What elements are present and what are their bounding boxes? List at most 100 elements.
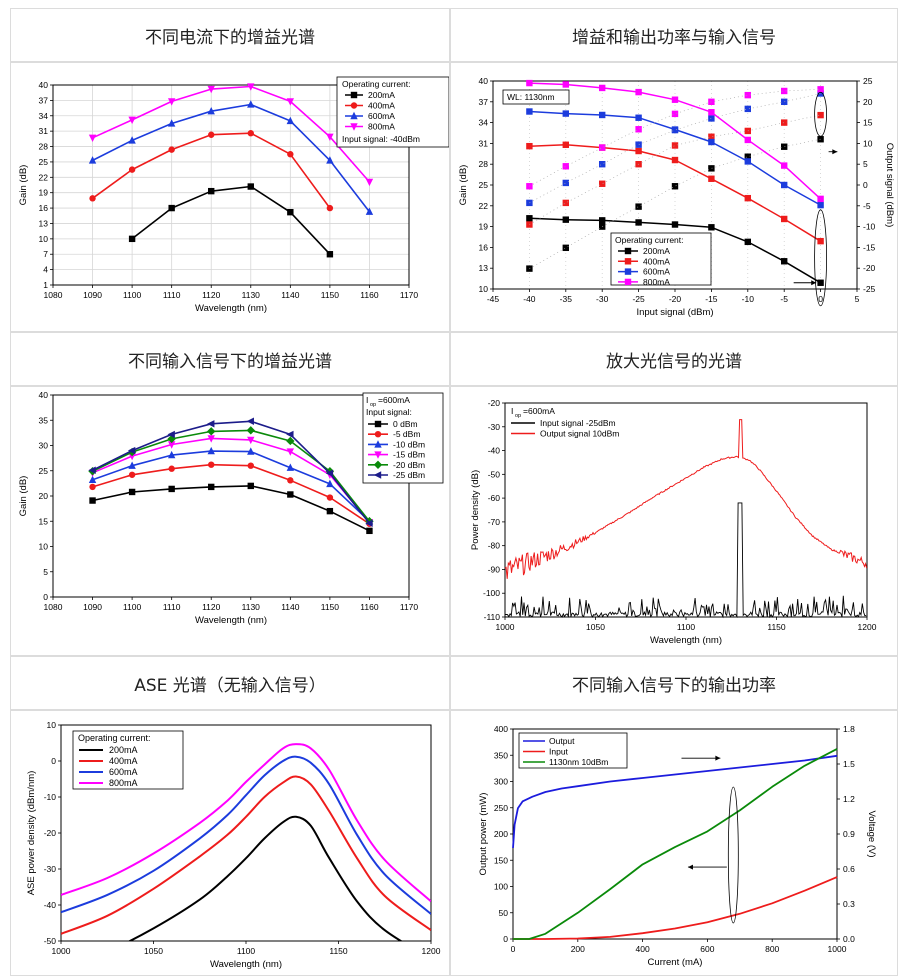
data-point — [247, 436, 255, 445]
y-tick-label: 10 — [39, 234, 49, 244]
data-point — [89, 497, 96, 504]
data-point — [207, 427, 216, 436]
gain-point — [635, 88, 642, 96]
output-point — [817, 86, 824, 93]
y-tick-label: 7 — [43, 249, 48, 259]
data-point — [207, 85, 215, 94]
y-tick-label: -20 — [488, 398, 501, 408]
gain-point — [781, 181, 788, 189]
legend-marker — [624, 258, 632, 265]
axis-arrow-head — [715, 755, 721, 761]
y-tick-label: 31 — [39, 126, 49, 136]
output-point — [708, 133, 715, 140]
series-line-200mA — [127, 815, 403, 941]
data-point — [247, 83, 255, 91]
output-point — [744, 105, 751, 113]
gain-point — [744, 136, 751, 144]
y-tick-label: 300 — [494, 777, 508, 787]
data-point — [286, 463, 295, 471]
output-point — [635, 126, 642, 133]
legend-label: 800mA — [109, 778, 138, 788]
gain-point — [671, 156, 679, 164]
output-point — [708, 165, 715, 172]
data-point — [287, 491, 294, 498]
y2-tick-label: -20 — [863, 263, 876, 273]
x-tick-label: 1120 — [202, 290, 221, 300]
data-point — [168, 146, 175, 153]
legend-marker — [373, 471, 382, 479]
series-line--10 dBm — [92, 450, 370, 522]
y-tick-label: -80 — [488, 541, 501, 551]
chart-panel-4: 1000 1050 1100 1150 1200 -110 -100 -90 -80 -70 -60… — [450, 386, 898, 656]
series-line--15 dBm — [92, 437, 371, 523]
chart-panel-6: 0 200 400 600 800 1000 0 50 100 150 200 250 300 350 40… — [450, 710, 898, 976]
data-point — [326, 494, 334, 501]
x-tick-label: 1090 — [83, 290, 102, 300]
chart-panel-1: 1080 1090 1100 1110 1120 1130 1140 1150 1160 1170… — [10, 62, 450, 332]
y-tick-label: -50 — [44, 936, 57, 946]
data-point — [287, 477, 294, 484]
data-point — [247, 130, 254, 137]
x-tick-label: 5 — [855, 294, 860, 304]
legend-label: 600mA — [368, 111, 395, 121]
legend-label: 1130nm 10dBm — [549, 757, 608, 767]
x-tick-label: 1050 — [586, 622, 605, 632]
y-tick-label: 25 — [39, 157, 49, 167]
y2-tick-label: -10 — [863, 222, 876, 232]
legend-marker — [374, 420, 382, 428]
y-tick-label: -20 — [44, 828, 57, 838]
y2-tick-label: -5 — [863, 201, 871, 211]
data-point — [128, 488, 136, 496]
grouping-ellipse — [814, 209, 828, 307]
y-tick-label: 40 — [479, 76, 489, 86]
legend-label: Output signal 10dBm — [540, 429, 619, 439]
y-tick-label: -70 — [488, 517, 501, 527]
x-axis-title: Wavelength (nm) — [195, 303, 267, 314]
data-point — [366, 527, 373, 535]
data-point — [365, 178, 374, 187]
gain-point — [781, 162, 788, 169]
y-tick-label: 1 — [43, 280, 48, 290]
data-point — [286, 436, 295, 446]
output-point — [817, 111, 824, 119]
y-tick-label: 22 — [479, 201, 489, 211]
gain-point — [599, 111, 606, 119]
x-axis-title: Wavelength (nm) — [195, 615, 267, 626]
data-point — [246, 417, 254, 425]
gain-point — [817, 201, 824, 209]
gain-point — [635, 114, 642, 121]
y-tick-label: 10 — [39, 542, 49, 552]
y-tick-label: 16 — [39, 203, 49, 213]
gain-point — [817, 195, 824, 203]
y2-tick-label: 15 — [863, 118, 873, 128]
data-point — [167, 430, 175, 439]
y-tick-label: 34 — [479, 118, 489, 128]
data-point — [208, 131, 215, 138]
y-tick-label: 40 — [39, 80, 49, 90]
data-point — [127, 446, 136, 455]
x-tick-label: -40 — [523, 294, 536, 304]
x-tick-label: 1140 — [281, 602, 300, 612]
output-point — [671, 110, 679, 118]
data-point — [88, 134, 97, 143]
panel-title-4: 放大光信号的光谱 — [450, 332, 898, 386]
gain-point — [562, 216, 569, 223]
x-tick-label: 1170 — [400, 602, 419, 612]
legend-label: 800mA — [368, 122, 395, 132]
data-point — [325, 469, 334, 477]
legend-marker — [373, 460, 383, 469]
x-tick-label: 1100 — [677, 622, 696, 632]
output-point — [599, 161, 606, 168]
y-tick-label: 40 — [39, 390, 49, 400]
data-point — [89, 195, 96, 202]
legend-label: -15 dBm — [393, 450, 425, 460]
axis-arrow-head — [832, 149, 838, 155]
series-line-200mA — [131, 185, 331, 255]
chart-panel-5: 1000 1050 1100 1150 1200 -50 -40 -30 -20 -10 0 10 Wa… — [10, 710, 450, 976]
legend-title: Operating current: — [78, 733, 151, 743]
data-point — [207, 106, 215, 115]
x-tick-label: -45 — [487, 294, 500, 304]
y-tick-label: 10 — [479, 284, 489, 294]
y-tick-label: 22 — [39, 172, 49, 182]
legend-label: -5 dBm — [393, 429, 420, 439]
